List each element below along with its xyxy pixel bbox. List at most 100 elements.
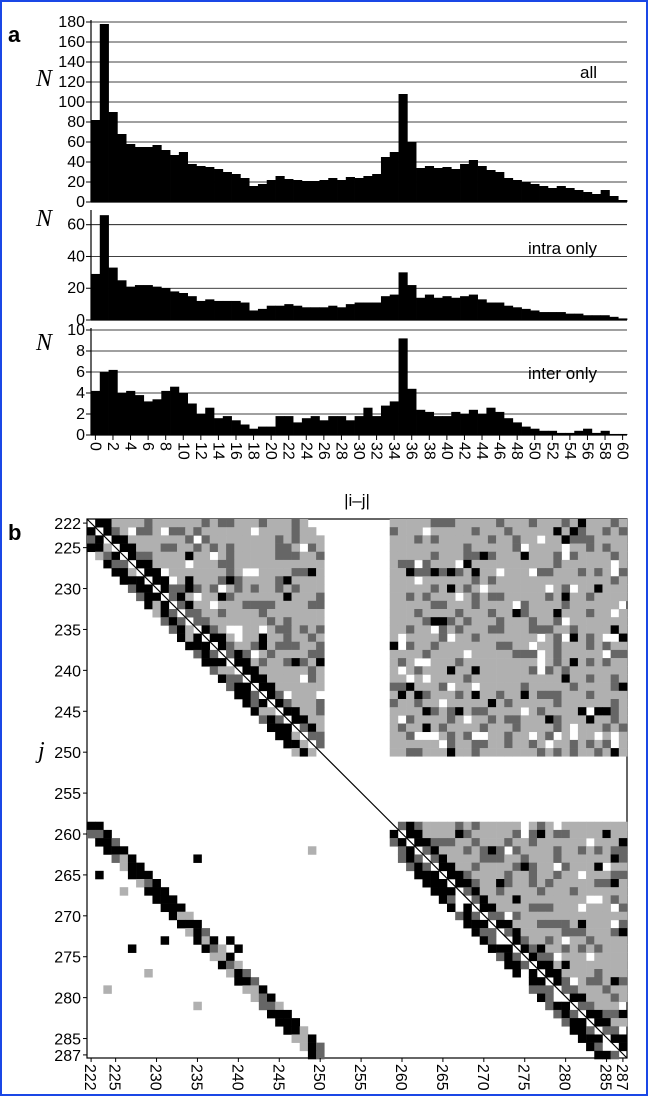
contact-cell (307, 609, 317, 618)
contact-cell (177, 568, 186, 577)
bar-intra (126, 286, 136, 320)
bar-all (117, 134, 127, 202)
contact-cell (577, 969, 587, 978)
contact-cell (553, 723, 562, 733)
contact-cell (569, 928, 579, 937)
contact-cell (545, 731, 554, 741)
contact-cell (545, 576, 554, 585)
y-tick-label-inter: 0 (76, 427, 85, 444)
contact-cell (594, 543, 603, 553)
contact-cell (201, 535, 211, 544)
contact-cell (487, 723, 497, 733)
contact-cell (447, 862, 456, 872)
contact-cell (455, 625, 464, 634)
contact-cell (201, 649, 211, 659)
contact-cell (545, 707, 554, 716)
contact-cell (602, 748, 611, 757)
contact-cell (496, 838, 505, 847)
contact-cell (569, 903, 579, 913)
contact-cell (618, 527, 628, 536)
contact-cell (504, 584, 513, 593)
contact-cell (95, 519, 104, 528)
contact-cell (406, 707, 415, 716)
contact-cell (455, 846, 464, 855)
contact-cell (512, 551, 521, 561)
bar-all (345, 177, 355, 202)
contact-cell (422, 543, 431, 553)
contact-cell (610, 879, 620, 888)
contact-cell (569, 1009, 579, 1019)
contact-cell (275, 519, 284, 528)
contact-cell (250, 551, 260, 561)
contact-cell (545, 960, 554, 970)
contact-cell (455, 682, 464, 692)
contact-cell (569, 829, 579, 839)
contact-cell (586, 739, 595, 749)
contact-cell (234, 527, 243, 536)
contact-cell (618, 928, 628, 937)
contact-cell (561, 977, 571, 986)
bar-intra (284, 304, 294, 320)
contact-cell (586, 911, 595, 921)
contact-cell (95, 551, 104, 561)
contact-cell (258, 584, 268, 593)
contact-cell (610, 1018, 620, 1027)
contact-cell (610, 1009, 620, 1019)
contact-cell (438, 633, 448, 643)
contact-cell (177, 911, 186, 921)
contact-cell (610, 748, 620, 757)
contact-cell (307, 690, 317, 700)
contact-cell (193, 936, 202, 945)
contact-cell (316, 617, 325, 626)
contact-cell (487, 617, 497, 626)
bar-intra (442, 296, 452, 320)
contact-cell (406, 821, 415, 831)
y-tick-label-all: 100 (58, 94, 85, 111)
contact-cell (103, 985, 112, 994)
contact-cell (594, 527, 603, 536)
contact-cell (447, 559, 456, 569)
contact-cell (267, 633, 276, 643)
contact-cell (406, 641, 415, 651)
contact-cell (168, 584, 178, 593)
contact-cell (528, 887, 538, 896)
contact-cell (602, 903, 611, 913)
contact-cell (545, 928, 554, 937)
contact-cell (226, 633, 235, 643)
contact-cell (160, 609, 170, 618)
contact-cell (561, 895, 571, 904)
bar-all (99, 24, 109, 202)
contact-cell (602, 666, 611, 675)
contact-cell (127, 854, 137, 863)
contact-cell (479, 854, 489, 863)
contact-cell (586, 993, 595, 1003)
contact-cell (258, 699, 268, 708)
contact-cell (275, 723, 284, 733)
contact-cell (577, 551, 587, 561)
contact-cell (209, 936, 219, 945)
contact-cell (111, 551, 121, 561)
contact-cell (471, 715, 481, 724)
contact-cell (430, 829, 440, 839)
contact-cell (463, 527, 472, 536)
contact-cell (414, 739, 423, 749)
contact-cell (275, 1009, 284, 1019)
contact-cell (479, 895, 489, 904)
contact-cell (447, 690, 456, 700)
contact-cell (389, 715, 399, 724)
contact-cell (610, 641, 620, 651)
contact-cell (258, 641, 268, 651)
contact-cell (316, 600, 325, 610)
contact-cell (602, 977, 611, 986)
contact-cell (520, 658, 530, 667)
contact-cell (594, 609, 603, 618)
contact-cell (610, 969, 620, 978)
contact-cell (307, 846, 317, 855)
contact-cell (242, 519, 251, 528)
contact-cell (512, 829, 521, 839)
y-tick-label-all: 180 (58, 14, 85, 31)
contact-cell (291, 527, 301, 536)
contact-cell (103, 527, 112, 536)
contact-cell (577, 731, 587, 741)
